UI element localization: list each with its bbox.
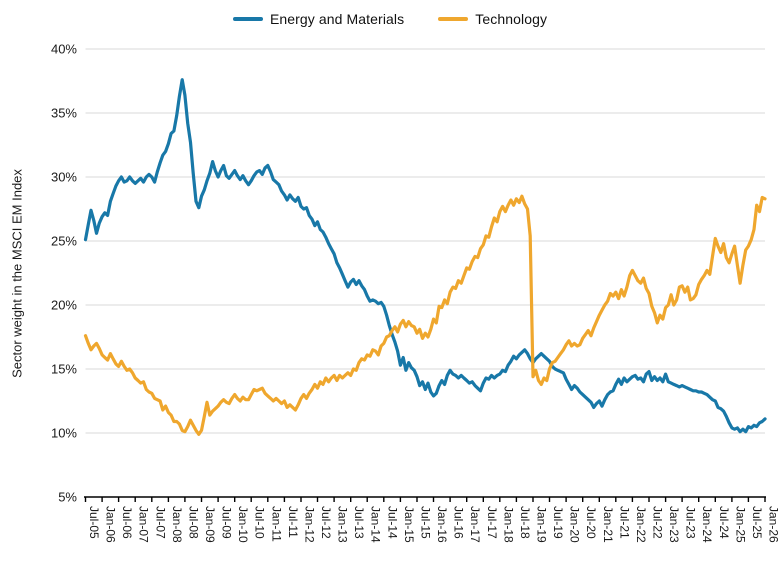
x-tick-label: Jul-13 (352, 506, 366, 539)
x-tick-label: Jul-10 (253, 506, 267, 539)
x-tick-label: Jul-20 (584, 506, 598, 539)
x-tick-label: Jan-26 (767, 506, 780, 543)
legend-label-technology: Technology (475, 11, 548, 27)
legend-item-energy-materials: Energy and Materials (232, 11, 405, 27)
x-tick-label: Jan-09 (203, 506, 217, 543)
x-tick-label: Jan-22 (634, 506, 648, 543)
x-tick-label: Jan-21 (601, 506, 615, 543)
x-tick-label: Jul-15 (419, 506, 433, 539)
y-tick-label: 10% (51, 426, 77, 441)
x-tick-label: Jan-14 (369, 506, 383, 543)
technology-line-swatch (438, 17, 469, 21)
x-tick-label: Jul-05 (87, 506, 101, 539)
x-tick-label: Jul-17 (485, 506, 499, 539)
x-tick-label: Jul-06 (120, 506, 134, 539)
x-tick-label: Jul-22 (651, 506, 665, 539)
energy-materials-line-swatch (232, 17, 263, 21)
y-tick-label: 40% (51, 42, 77, 57)
x-tick-label: Jan-13 (336, 506, 350, 543)
x-tick-label: Jul-11 (286, 506, 300, 538)
x-tick-label: Jan-25 (733, 506, 747, 543)
x-tick-label: Jul-07 (153, 506, 167, 539)
x-tick-label: Jul-16 (452, 506, 466, 539)
chart-legend: Energy and Materials Technology (0, 8, 780, 30)
x-tick-label: Jan-08 (170, 506, 184, 543)
y-axis-title: Sector weight in the MSCI EM Index (9, 169, 25, 378)
x-tick-label: Jan-19 (535, 506, 549, 543)
x-tick-label: Jul-12 (319, 506, 333, 539)
x-tick-label: Jul-14 (385, 506, 399, 539)
y-tick-label: 15% (51, 362, 77, 377)
x-tick-label: Jul-18 (518, 506, 532, 539)
x-tick-label: Jan-16 (435, 506, 449, 543)
x-tick-label: Jan-07 (137, 506, 151, 543)
x-tick-label: Jan-20 (568, 506, 582, 543)
y-tick-label: 35% (51, 106, 77, 121)
x-tick-label: Jan-17 (468, 506, 482, 543)
x-tick-label: Jul-25 (750, 506, 764, 539)
x-tick-label: Jan-06 (104, 506, 118, 543)
x-tick-label: Jul-21 (617, 506, 631, 539)
energy-materials-line (83, 78, 767, 434)
x-tick-label: Jan-10 (236, 506, 250, 543)
x-tick-label: Jan-18 (501, 506, 515, 543)
y-tick-label: 20% (51, 298, 77, 313)
x-tick-label: Jan-11 (269, 506, 283, 542)
x-tick-label: Jul-09 (220, 506, 234, 539)
x-tick-label: Jul-19 (551, 506, 565, 539)
y-tick-label: 25% (51, 234, 77, 249)
x-tick-label: Jan-12 (303, 506, 317, 543)
x-tick-label: Jul-24 (717, 506, 731, 539)
x-tick-label: Jul-08 (186, 506, 200, 539)
x-tick-label: Jul-23 (684, 506, 698, 539)
x-tick-label: Jan-24 (700, 506, 714, 543)
technology-line (83, 194, 767, 436)
y-tick-label: 5% (58, 490, 77, 505)
y-tick-label: 30% (51, 170, 77, 185)
legend-label-energy-materials: Energy and Materials (269, 11, 405, 27)
x-tick-label: Jan-15 (402, 506, 416, 543)
x-tick-label: Jan-23 (667, 506, 681, 543)
legend-item-technology: Technology (438, 11, 547, 27)
